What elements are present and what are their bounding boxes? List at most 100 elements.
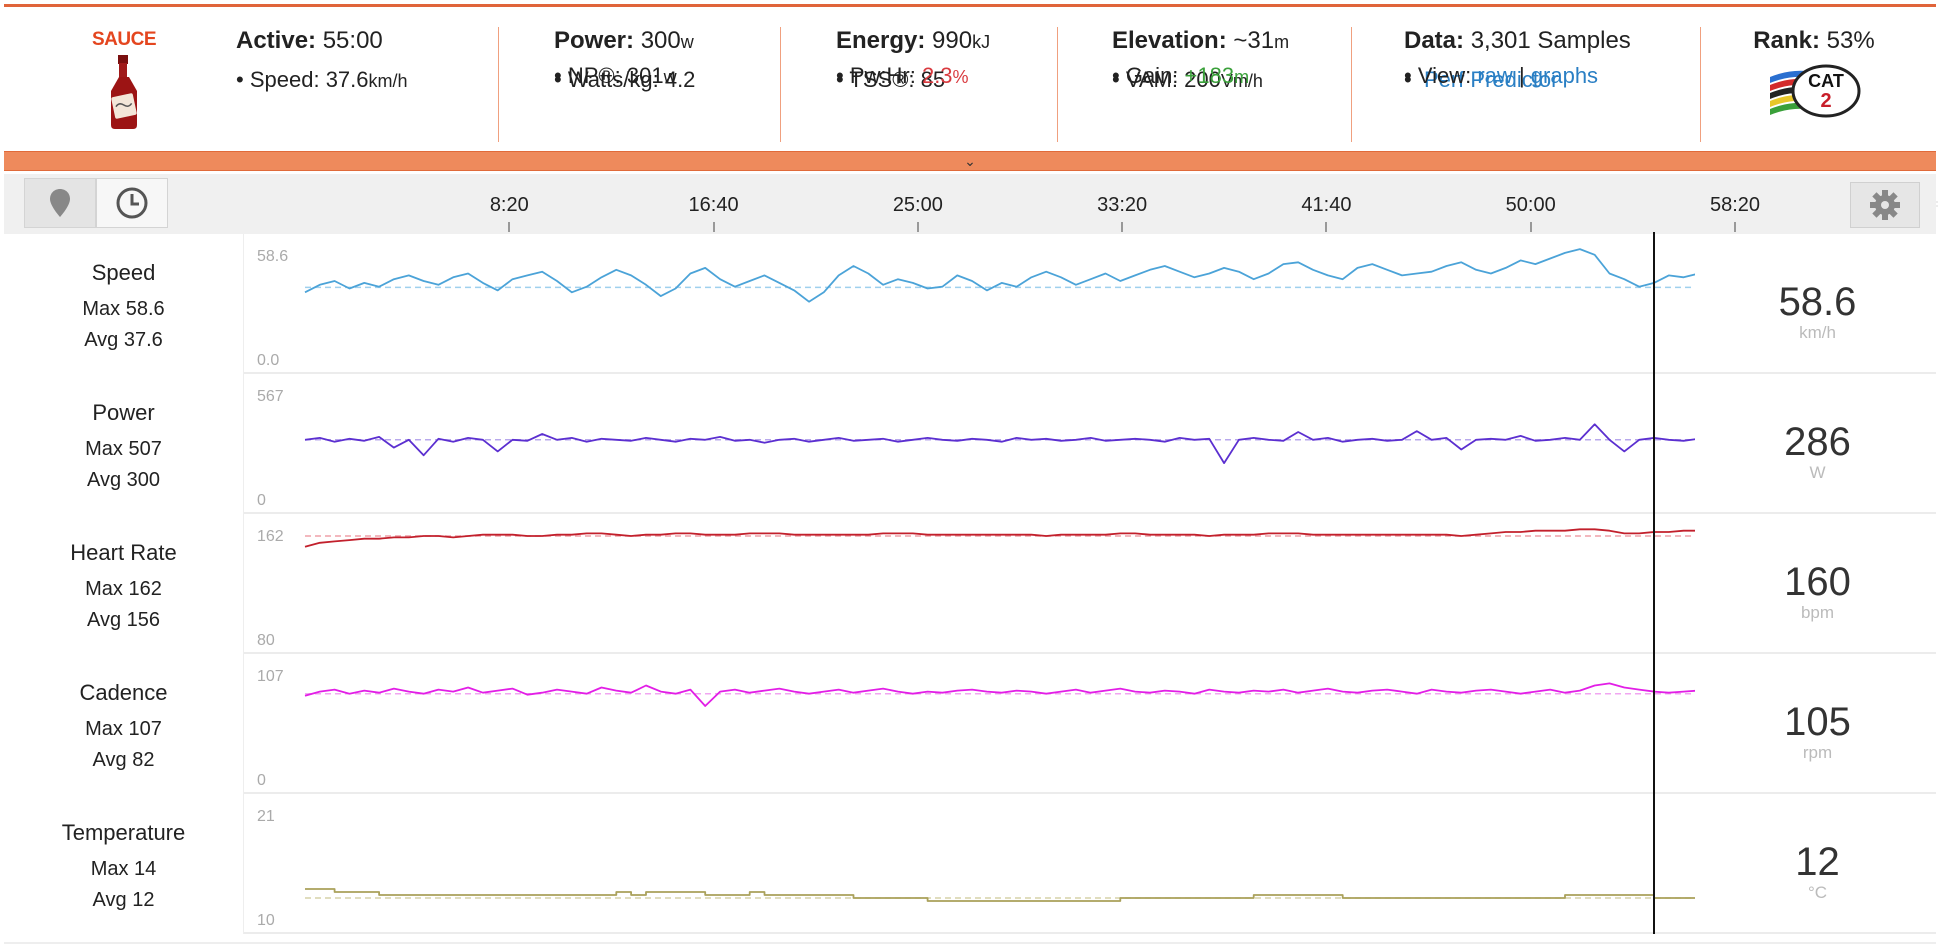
active-label: Active: — [236, 27, 317, 54]
row-label: Speed Max 58.6 Avg 37.6 — [4, 234, 244, 374]
bottom-border — [4, 942, 1936, 944]
series-line — [304, 423, 1695, 464]
sauce-panel: SAUCE Active: 55:00 • Speed: 37.6km/h Po… — [4, 4, 1938, 944]
perf-predictor-link[interactable]: Perf Predictor — [1423, 67, 1559, 92]
axis-min: 0 — [257, 772, 266, 789]
heart-rate-row[interactable]: Heart Rate Max 162 Avg 156 162 80 160 bp… — [4, 514, 1936, 654]
energy-unit: kJ — [972, 32, 991, 52]
gain-unit: m — [1234, 67, 1250, 87]
np-label: NP®: — [567, 63, 621, 88]
row-label: Cadence Max 107 Avg 82 — [4, 654, 244, 794]
view-label: View: — [1417, 63, 1472, 88]
current-unit: rpm — [1802, 743, 1833, 762]
current-value: 105 — [1784, 700, 1851, 744]
wkg-label: Watts/kg: — [567, 67, 659, 92]
time-tick-label: 33:20 — [1097, 194, 1148, 216]
time-tick-label: 8:20 — [489, 194, 529, 216]
time-tick-mark — [916, 222, 919, 232]
pwhr-label: Pw:Hr: — [849, 63, 916, 88]
row-avg: Avg 82 — [92, 749, 155, 771]
np-value: 301 — [626, 63, 664, 88]
active-stat: Active: 55:00 • Speed: 37.6km/h — [236, 27, 1938, 207]
chevron-double-down-icon: ⌄ — [964, 153, 976, 169]
axis-max: 21 — [257, 808, 275, 825]
time-tick-label: 41:40 — [1301, 194, 1352, 216]
current-value: 58.6 — [1778, 280, 1857, 324]
time-tick-label: 25:00 — [892, 194, 943, 216]
power-unit: w — [680, 32, 694, 52]
stats-header: SAUCE Active: 55:00 • Speed: 37.6km/h Po… — [4, 7, 1938, 207]
current-value: 160 — [1784, 560, 1851, 604]
row-title: Heart Rate — [70, 540, 177, 565]
np-unit: w — [663, 67, 677, 87]
elevation-unit: m — [1274, 32, 1290, 52]
axis-min: 10 — [257, 912, 275, 929]
power-stat: Power: 300w • Watts/kg: 4.2 • NP®: 301w — [554, 27, 1938, 207]
rank-badge-icon[interactable]: CAT 2 — [1764, 61, 1864, 123]
heart-rate-chart — [304, 528, 1695, 548]
cadence-chart — [304, 682, 1695, 707]
active-value: 55:00 — [322, 27, 383, 54]
row-max: Max 107 — [85, 718, 162, 740]
settings-button[interactable] — [1850, 182, 1920, 228]
heart-rate-plot[interactable]: 162 80 — [245, 514, 1695, 654]
speed-chart — [304, 248, 1695, 303]
row-title: Cadence — [79, 680, 168, 705]
wkg-value: 4.2 — [664, 67, 696, 92]
brand-name: SAUCE — [91, 29, 157, 50]
series-line — [304, 248, 1695, 303]
power-label: Power: — [554, 27, 635, 54]
current-unit: W — [1809, 463, 1826, 482]
distance-mode-button[interactable] — [24, 178, 96, 228]
time-mode-button[interactable] — [96, 178, 168, 228]
rank-badge-text: CAT — [1808, 71, 1844, 91]
time-tick-mark — [1529, 222, 1532, 232]
view-raw-link[interactable]: raw — [1477, 63, 1513, 88]
rank-stat: Rank: 53% CAT 2 — [1744, 27, 1884, 128]
time-tick-mark — [508, 222, 511, 232]
view-graphs-link[interactable]: graphs — [1530, 63, 1599, 88]
row-title: Speed — [91, 260, 156, 285]
axis-min: 80 — [257, 632, 275, 649]
series-line — [304, 528, 1695, 548]
time-tick-mark — [1325, 222, 1328, 232]
top-accent-line — [4, 4, 1936, 7]
current-readout: 160 bpm — [1699, 514, 1936, 654]
pwhr-unit: % — [952, 67, 969, 87]
temperature-plot[interactable]: 21 10 — [245, 794, 1695, 934]
series-line — [305, 888, 1695, 902]
header-divider — [780, 27, 781, 142]
vam-unit: Vm/h — [1220, 71, 1263, 91]
temperature-row[interactable]: Temperature Max 14 Avg 12 21 10 12 °C — [4, 794, 1936, 934]
gear-icon — [1870, 190, 1900, 220]
tss-label: TSS®: — [849, 67, 915, 92]
collapse-header-toggle[interactable]: ⌄ — [4, 151, 1936, 171]
temperature-chart — [305, 888, 1695, 902]
sauce-logo: SAUCE — [64, 29, 184, 139]
speed-row[interactable]: Speed Max 58.6 Avg 37.6 58.6 0.0 58.6 km… — [4, 234, 1936, 374]
speed-plot[interactable]: 58.6 0.0 — [245, 234, 1695, 374]
elevation-value: ~31 — [1233, 27, 1275, 54]
time-tick-label: 58:20 — [1709, 194, 1761, 216]
power-plot[interactable]: 567 0 — [245, 374, 1695, 514]
gain-label: Gain: — [1125, 63, 1179, 88]
time-tick-label: 50:00 — [1505, 194, 1556, 216]
axis-max: 58.6 — [257, 248, 289, 265]
chart-rows: Speed Max 58.6 Avg 37.6 58.6 0.0 58.6 km… — [4, 234, 1936, 934]
time-cursor[interactable] — [1653, 232, 1656, 934]
power-row[interactable]: Power Max 507 Avg 300 567 0 286 W — [4, 374, 1936, 514]
vam-label: VAM: — [1125, 67, 1178, 92]
axis-max: 107 — [257, 668, 284, 685]
elevation-label: Elevation: — [1112, 27, 1227, 54]
data-label: Data: — [1404, 27, 1465, 54]
cadence-plot[interactable]: 107 0 — [245, 654, 1695, 794]
cadence-row[interactable]: Cadence Max 107 Avg 82 107 0 105 rpm — [4, 654, 1936, 794]
row-title: Power — [92, 400, 155, 425]
row-avg: Avg 37.6 — [84, 329, 163, 351]
map-pin-icon — [50, 189, 70, 217]
current-unit: bpm — [1800, 603, 1835, 622]
row-title: Temperature — [61, 820, 186, 845]
series-line — [304, 682, 1695, 707]
data-value: 3,301 Samples — [1470, 27, 1631, 54]
vam-value: 200 — [1184, 67, 1221, 92]
